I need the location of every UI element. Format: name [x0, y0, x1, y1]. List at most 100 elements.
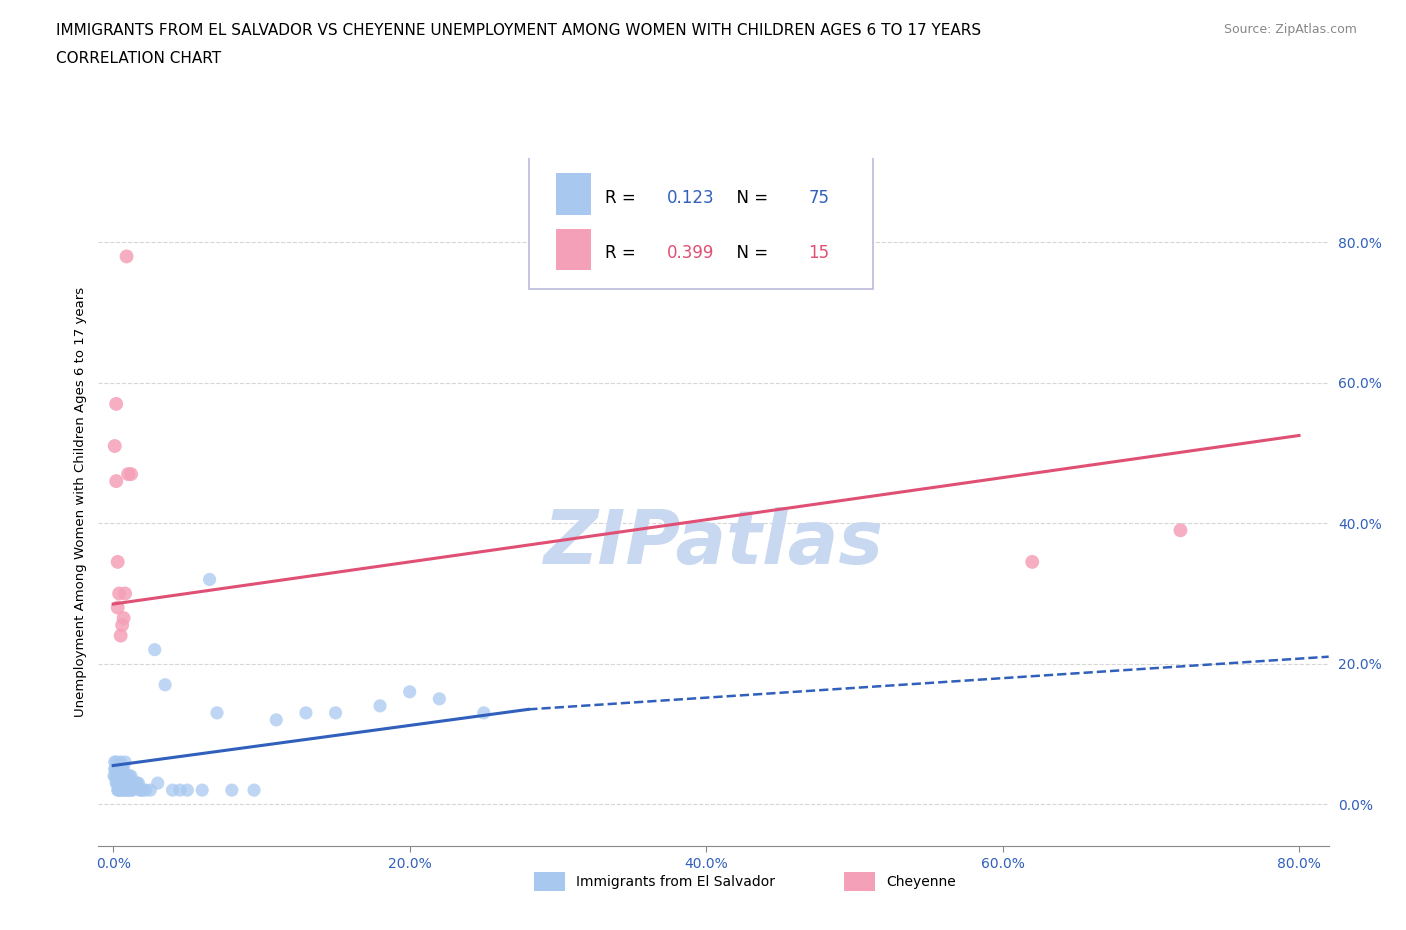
Point	[325, 706, 347, 721]
Point	[169, 783, 191, 798]
Point	[104, 439, 127, 454]
Point	[129, 783, 152, 798]
Point	[107, 554, 129, 569]
Point	[108, 586, 131, 601]
Point	[108, 783, 131, 798]
Point	[110, 783, 132, 798]
Bar	[557, 173, 591, 215]
Point	[103, 768, 125, 783]
Point	[107, 768, 129, 783]
Point	[1021, 554, 1043, 569]
Point	[122, 776, 145, 790]
Point	[110, 628, 132, 643]
Point	[472, 706, 495, 721]
Point	[104, 754, 127, 769]
Point	[107, 783, 129, 798]
Point	[105, 754, 128, 769]
Point	[139, 783, 162, 798]
Text: 15: 15	[808, 244, 830, 262]
Text: Immigrants from El Salvador: Immigrants from El Salvador	[576, 874, 776, 889]
Point	[118, 783, 141, 798]
Point	[243, 783, 266, 798]
Point	[105, 776, 128, 790]
Text: N =: N =	[725, 189, 773, 206]
Point	[198, 572, 221, 587]
Point	[110, 776, 132, 790]
Point	[114, 754, 136, 769]
Text: R =: R =	[606, 189, 641, 206]
Point	[104, 762, 127, 777]
Point	[121, 776, 143, 790]
Point	[120, 768, 142, 783]
Point	[111, 783, 134, 798]
Text: 0.123: 0.123	[666, 189, 714, 206]
Point	[110, 754, 132, 769]
Point	[112, 762, 135, 777]
Point	[121, 783, 143, 798]
Point	[105, 768, 128, 783]
Point	[146, 776, 169, 790]
Point	[104, 762, 127, 777]
Bar	[534, 872, 565, 891]
Point	[205, 706, 228, 721]
Point	[107, 762, 129, 777]
Point	[114, 776, 136, 790]
Point	[135, 783, 157, 798]
Point	[111, 776, 134, 790]
Bar	[844, 872, 875, 891]
Point	[115, 776, 138, 790]
Point	[105, 473, 128, 488]
Point	[124, 776, 146, 790]
Text: R =: R =	[606, 244, 641, 262]
Point	[107, 600, 129, 615]
Point	[176, 783, 198, 798]
Point	[143, 643, 166, 658]
Point	[295, 706, 318, 721]
Point	[131, 783, 153, 798]
Point	[127, 776, 149, 790]
Point	[107, 776, 129, 790]
Point	[125, 776, 148, 790]
Point	[111, 762, 134, 777]
Point	[112, 611, 135, 626]
Point	[266, 712, 288, 727]
Point	[108, 776, 131, 790]
Point	[112, 783, 135, 798]
Point	[114, 783, 136, 798]
Point	[110, 762, 132, 777]
Point	[120, 467, 142, 482]
Point	[191, 783, 214, 798]
Point	[221, 783, 243, 798]
Point	[105, 396, 128, 411]
FancyBboxPatch shape	[529, 154, 873, 289]
Text: Cheyenne: Cheyenne	[886, 874, 956, 889]
Point	[118, 768, 141, 783]
Point	[111, 768, 134, 783]
Point	[115, 783, 138, 798]
Point	[112, 768, 135, 783]
Text: CORRELATION CHART: CORRELATION CHART	[56, 51, 221, 66]
Text: N =: N =	[725, 244, 773, 262]
Point	[398, 684, 420, 699]
Point	[108, 776, 131, 790]
Point	[368, 698, 391, 713]
Text: Source: ZipAtlas.com: Source: ZipAtlas.com	[1223, 23, 1357, 36]
Point	[110, 768, 132, 783]
Point	[108, 768, 131, 783]
Point	[115, 249, 138, 264]
Point	[132, 783, 155, 798]
Point	[153, 677, 176, 692]
Point	[120, 783, 142, 798]
Text: ZIPatlas: ZIPatlas	[544, 507, 883, 580]
Text: 0.399: 0.399	[666, 244, 714, 262]
Point	[162, 783, 184, 798]
Point	[107, 776, 129, 790]
Bar	[557, 229, 591, 270]
Point	[105, 768, 128, 783]
Point	[114, 586, 136, 601]
Point	[105, 776, 128, 790]
Y-axis label: Unemployment Among Women with Children Ages 6 to 17 years: Unemployment Among Women with Children A…	[75, 287, 87, 717]
Point	[117, 768, 139, 783]
Text: IMMIGRANTS FROM EL SALVADOR VS CHEYENNE UNEMPLOYMENT AMONG WOMEN WITH CHILDREN A: IMMIGRANTS FROM EL SALVADOR VS CHEYENNE …	[56, 23, 981, 38]
Point	[111, 618, 134, 632]
